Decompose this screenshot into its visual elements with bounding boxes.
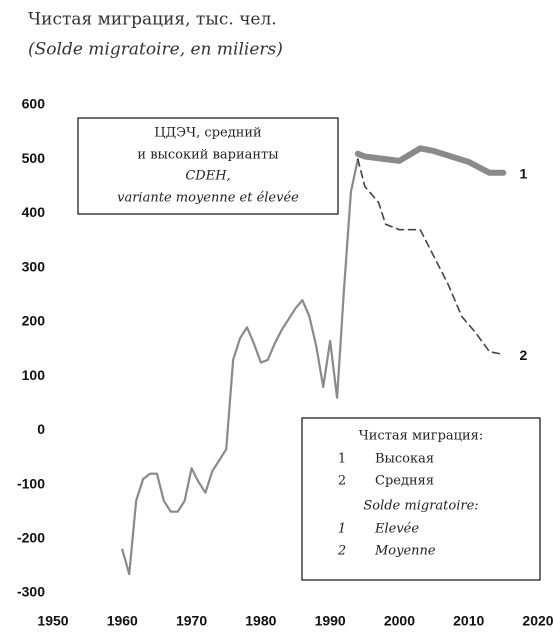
y-tick-label: -100 [17,475,45,491]
legend-title: Solde migratoire: [363,499,478,514]
legend-box [301,417,541,581]
legend-label: Высокая [375,452,434,467]
y-tick-label: 300 [22,258,46,274]
series-end-label: 1 [519,165,527,181]
y-tick-label: 500 [22,150,46,166]
chart-subtitle: (Solde migratoire, en miliers) [28,40,283,60]
x-tick-label: 1960 [107,613,138,629]
y-tick-label: -300 [17,584,45,600]
legend-number: 1 [338,452,346,467]
x-tick-label: 2020 [522,613,553,629]
annotation-box [77,117,339,215]
legend-number: 1 [338,522,346,537]
series-end-label: 2 [519,347,527,363]
y-tick-label: -200 [17,529,45,545]
y-tick-label: 0 [37,421,45,437]
x-tick-label: 1950 [37,613,68,629]
legend-label: Moyenne [374,544,436,559]
legend-title: Чистая миграция: [359,429,484,444]
series-line [121,158,359,576]
legend-number: 2 [338,474,346,489]
y-tick-label: 200 [22,313,46,329]
legend-label: Средняя [375,474,434,489]
legend-label: Elevée [374,522,419,537]
series-line [354,145,507,176]
y-tick-label: 600 [22,96,46,112]
annotation: ЦДЭЧ, средний [154,126,261,141]
series-line [357,158,505,356]
y-tick-label: 100 [22,367,46,383]
chart-title: Чистая миграция, тыс. чел. [28,10,277,30]
legend-number: 2 [337,544,346,559]
annotation: и высокий варианты [137,148,278,163]
x-tick-label: 1990 [315,613,346,629]
annotation: variante moyenne et élevée [117,191,299,206]
x-tick-label: 1970 [176,613,207,629]
x-tick-label: 1980 [245,613,276,629]
x-tick-label: 2010 [453,613,484,629]
y-tick-label: 400 [22,204,46,220]
annotation: CDEH, [185,169,230,184]
x-tick-label: 2000 [384,613,415,629]
